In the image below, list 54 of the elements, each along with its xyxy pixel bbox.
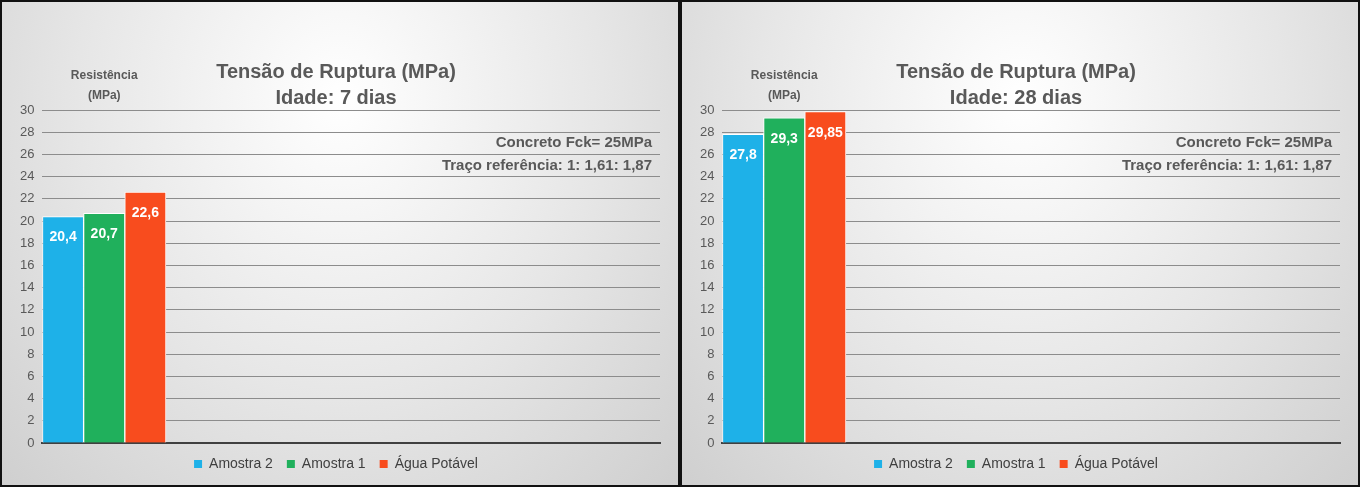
y-tick-label: 2 xyxy=(707,412,715,428)
y-tick-label: 14 xyxy=(19,279,35,295)
y-tick-label: 0 xyxy=(707,434,715,450)
y-tick-label: 28 xyxy=(699,123,715,139)
legend-label: Água Potável xyxy=(1074,454,1158,471)
annotation: Concreto Fck= 25MPa xyxy=(1175,133,1333,151)
y-tick-label: 2 xyxy=(27,412,35,428)
y-tick-label: 12 xyxy=(19,301,35,317)
y-tick-label: 10 xyxy=(699,323,715,339)
data-label: 29,3 xyxy=(770,129,799,146)
y-tick-label: 30 xyxy=(699,101,715,117)
y-tick-label: 26 xyxy=(19,145,35,161)
y-tick-label: 24 xyxy=(19,168,35,184)
y-tick-label: 22 xyxy=(19,190,35,206)
chart-subtitle: Idade: 28 dias xyxy=(949,85,1083,108)
chart-title: Tensão de Ruptura (MPa) xyxy=(896,59,1136,82)
y-tick-label: 26 xyxy=(699,145,715,161)
chart-subtitle: Idade: 7 dias xyxy=(275,85,397,108)
y-tick-label: 20 xyxy=(19,212,35,228)
data-label: 27,8 xyxy=(729,146,757,163)
annotation: Traço referência: 1: 1,61: 1,87 xyxy=(1121,155,1332,173)
y-tick-label: 0 xyxy=(27,434,35,450)
y-tick-label: 4 xyxy=(27,390,35,406)
y-tick-label: 6 xyxy=(707,367,715,383)
y-tick-label: 18 xyxy=(19,234,35,250)
legend-label: Amostra 2 xyxy=(209,454,274,471)
y-axis-title: Resistência (MPa) xyxy=(70,68,138,103)
y-tick-label: 30 xyxy=(19,101,35,117)
annotation: Traço referência: 1: 1,61: 1,87 xyxy=(441,155,652,173)
legend-label: Amostra 2 xyxy=(889,454,954,471)
y-tick-label: 12 xyxy=(699,301,715,317)
legend-label: Amostra 1 xyxy=(301,454,366,471)
y-tick-label: 16 xyxy=(699,256,715,272)
y-tick-label: 28 xyxy=(19,123,35,139)
legend-label: Água Potável xyxy=(394,454,478,471)
y-tick-label: 6 xyxy=(27,367,35,383)
chart-title: Tensão de Ruptura (MPa) xyxy=(216,59,456,82)
y-tick-label: 14 xyxy=(699,279,715,295)
y-tick-label: 24 xyxy=(699,168,715,184)
y-tick-label: 22 xyxy=(699,190,715,206)
y-tick-label: 16 xyxy=(19,256,35,272)
data-label: 22,6 xyxy=(131,204,160,220)
data-label: 20,7 xyxy=(90,225,119,242)
y-tick-label: 18 xyxy=(699,234,715,250)
y-tick-label: 4 xyxy=(707,390,715,406)
annotation: Concreto Fck= 25MPa xyxy=(495,133,653,151)
y-tick-label: 20 xyxy=(699,212,715,228)
data-label: 29,85 xyxy=(807,123,844,140)
y-tick-label: 10 xyxy=(19,323,35,339)
y-tick-label: 8 xyxy=(707,345,715,361)
y-tick-label: 8 xyxy=(27,345,35,361)
y-axis-title: Resistência (MPa) xyxy=(750,68,818,103)
data-label: 20,4 xyxy=(49,228,77,245)
legend-label: Amostra 1 xyxy=(981,454,1046,471)
